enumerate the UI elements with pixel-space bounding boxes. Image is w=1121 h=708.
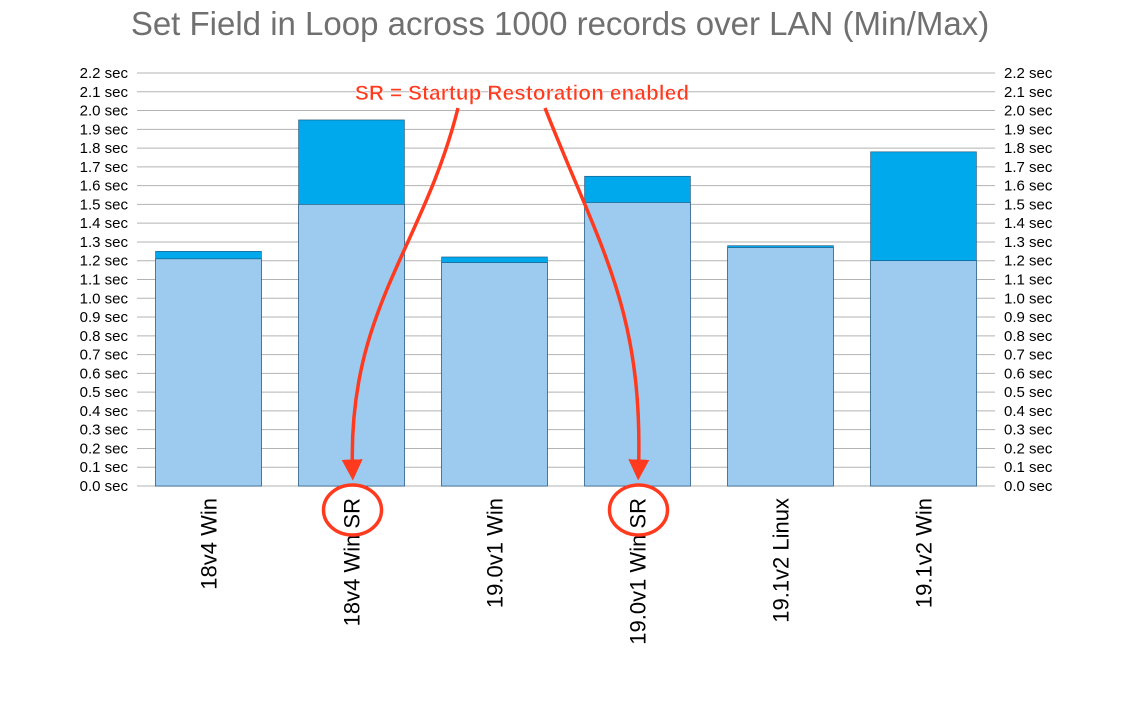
y-tick-label: 0.3 sec: [1004, 422, 1053, 439]
category-label: 19.1v2 Linux: [769, 498, 794, 623]
y-tick-label: 1.1 sec: [80, 272, 129, 289]
y-tick-label: 0.3 sec: [80, 422, 129, 439]
y-tick-label: 1.2 sec: [1004, 253, 1053, 270]
category-label: 19.1v2 Win: [912, 498, 937, 608]
y-tick-label: 0.2 sec: [1004, 440, 1053, 457]
y-tick-label: 0.9 sec: [1004, 309, 1053, 326]
y-tick-label: 0.9 sec: [80, 309, 129, 326]
gridlines: [137, 72, 995, 487]
y-tick-label: 1.4 sec: [1004, 215, 1053, 232]
x-axis-labels: 18v4 Win 18v4 Win SR 19.0v1 Win 19.0v1 Win …: [197, 498, 937, 645]
y-tick-label: 2.1 sec: [80, 84, 129, 101]
y-tick-label: 0.4 sec: [80, 403, 129, 420]
annotation-text: SR = Startup Restoration enabled: [355, 82, 689, 105]
y-tick-label: 1.5 sec: [80, 196, 129, 213]
bar-min: [727, 247, 834, 487]
annotation-arrow: [341, 107, 460, 481]
y-tick-label: 0.2 sec: [80, 440, 129, 457]
y-tick-label: 0.0 sec: [1004, 478, 1053, 495]
y-tick-label: 2.0 sec: [1004, 103, 1053, 120]
y-tick-label: 1.3 sec: [80, 234, 129, 251]
y-tick-label: 0.8 sec: [1004, 328, 1053, 345]
y-tick-label: 1.6 sec: [1004, 178, 1053, 195]
annotation-arrow: [543, 107, 650, 481]
y-tick-label: 0.6 sec: [80, 365, 129, 382]
y-tick-label: 0.7 sec: [80, 347, 129, 364]
y-tick-label: 0.1 sec: [80, 459, 129, 476]
y-tick-label: 1.0 sec: [80, 290, 129, 307]
y-tick-label: 2.2 sec: [1004, 65, 1053, 82]
category-label: 19.0v1 Win SR: [626, 498, 651, 645]
category-label: 18v4 Win SR: [340, 498, 365, 626]
y-tick-label: 0.5 sec: [1004, 384, 1053, 401]
bar-min: [870, 260, 977, 487]
y-tick-label: 1.9 sec: [1004, 121, 1053, 138]
y-tick-label: 1.0 sec: [1004, 290, 1053, 307]
category-label: 18v4 Win: [197, 498, 222, 590]
y-tick-label: 1.5 sec: [1004, 196, 1053, 213]
annotation: SR = Startup Restoration enabled: [321, 82, 689, 537]
y-tick-label: 1.9 sec: [80, 121, 129, 138]
y-tick-label: 1.2 sec: [80, 253, 129, 270]
y-tick-label: 2.2 sec: [80, 65, 129, 82]
y-tick-label: 1.4 sec: [80, 215, 129, 232]
y-tick-label: 1.7 sec: [80, 159, 129, 176]
y-tick-label: 1.1 sec: [1004, 272, 1053, 289]
y-tick-label: 0.8 sec: [80, 328, 129, 345]
sr-highlight-circle: [321, 483, 384, 537]
category-label: 19.0v1 Win: [483, 498, 508, 608]
y-tick-label: 2.1 sec: [1004, 84, 1053, 101]
bar-min: [441, 262, 548, 487]
y-tick-label: 1.7 sec: [1004, 159, 1053, 176]
y-tick-label: 0.7 sec: [1004, 347, 1053, 364]
y-tick-label: 1.3 sec: [1004, 234, 1053, 251]
y-tick-label: 0.4 sec: [1004, 403, 1053, 420]
y-tick-label: 1.6 sec: [80, 178, 129, 195]
bar-min: [155, 258, 262, 487]
y-tick-label: 0.6 sec: [1004, 365, 1053, 382]
chart-title: Set Field in Loop across 1000 records ov…: [131, 5, 989, 42]
sr-highlight-circle: [607, 483, 670, 537]
y-tick-label: 1.8 sec: [1004, 140, 1053, 157]
bars: [155, 119, 977, 487]
y-tick-label: 0.0 sec: [80, 478, 129, 495]
y-tick-label: 0.1 sec: [1004, 459, 1053, 476]
y-tick-label: 2.0 sec: [80, 103, 129, 120]
y-tick-label: 1.8 sec: [80, 140, 129, 157]
y-tick-label: 0.5 sec: [80, 384, 129, 401]
